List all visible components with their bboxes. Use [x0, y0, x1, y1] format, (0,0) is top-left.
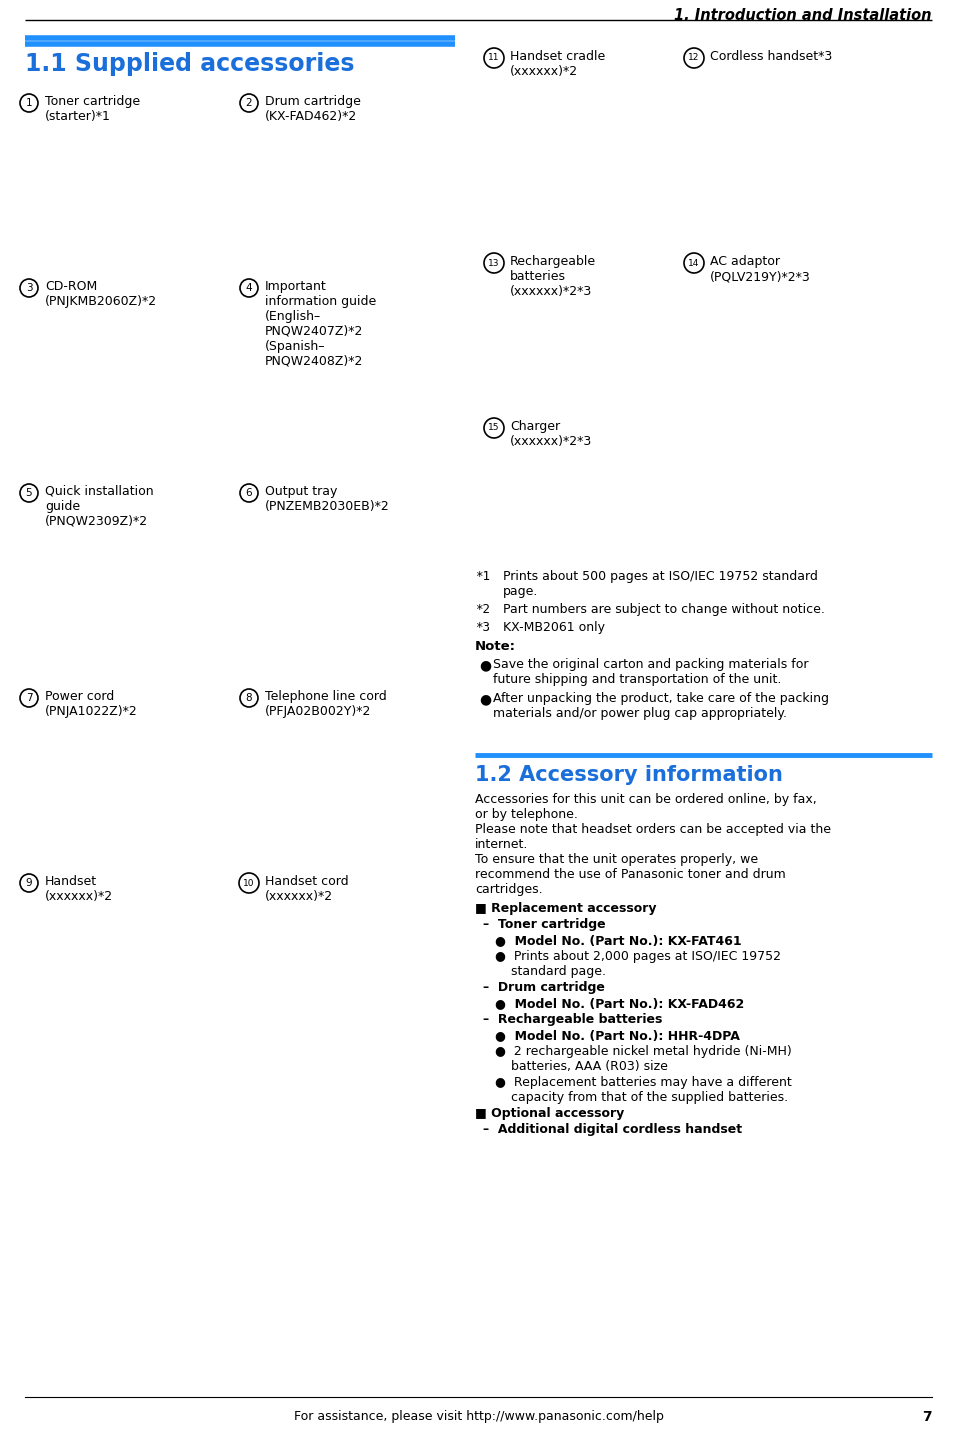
Text: CD-ROM
(PNJKMB2060Z)*2: CD-ROM (PNJKMB2060Z)*2	[45, 280, 157, 309]
Text: For assistance, please visit http://www.panasonic.com/help: For assistance, please visit http://www.…	[294, 1410, 663, 1423]
Text: batteries, AAA (R03) size: batteries, AAA (R03) size	[495, 1060, 668, 1073]
Text: –  Toner cartridge: – Toner cartridge	[483, 919, 606, 932]
Text: –  Additional digital cordless handset: – Additional digital cordless handset	[483, 1123, 742, 1136]
Text: ■ Replacement accessory: ■ Replacement accessory	[475, 903, 657, 916]
Text: 7: 7	[26, 694, 33, 704]
Text: Note:: Note:	[475, 640, 516, 653]
Text: ●  Model No. (Part No.): HHR-4DPA: ● Model No. (Part No.): HHR-4DPA	[495, 1030, 740, 1043]
Text: ●  Model No. (Part No.): KX-FAD462: ● Model No. (Part No.): KX-FAD462	[495, 996, 745, 1009]
Text: Handset cradle
(xxxxxx)*2: Handset cradle (xxxxxx)*2	[510, 50, 605, 78]
Text: Rechargeable
batteries
(xxxxxx)*2*3: Rechargeable batteries (xxxxxx)*2*3	[510, 255, 596, 298]
Text: Toner cartridge
(starter)*1: Toner cartridge (starter)*1	[45, 95, 140, 123]
Text: ●: ●	[479, 692, 491, 707]
Text: Telephone line cord
(PFJA02B002Y)*2: Telephone line cord (PFJA02B002Y)*2	[265, 691, 387, 718]
Text: –  Rechargeable batteries: – Rechargeable batteries	[483, 1012, 662, 1027]
Text: Charger
(xxxxxx)*2*3: Charger (xxxxxx)*2*3	[510, 420, 592, 448]
Text: 1: 1	[26, 98, 33, 108]
Text: 1.2 Accessory information: 1.2 Accessory information	[475, 766, 783, 784]
Text: Part numbers are subject to change without notice.: Part numbers are subject to change witho…	[503, 603, 825, 616]
Text: 12: 12	[688, 53, 700, 62]
Text: –  Drum cartridge: – Drum cartridge	[483, 981, 605, 994]
Text: 4: 4	[246, 283, 253, 293]
Text: Prints about 500 pages at ISO/IEC 19752 standard
page.: Prints about 500 pages at ISO/IEC 19752 …	[503, 570, 818, 598]
Text: AC adaptor
(PQLV219Y)*2*3: AC adaptor (PQLV219Y)*2*3	[710, 255, 811, 283]
Text: *3: *3	[475, 622, 490, 634]
Text: 1.1 Supplied accessories: 1.1 Supplied accessories	[25, 52, 354, 76]
Text: Drum cartridge
(KX-FAD462)*2: Drum cartridge (KX-FAD462)*2	[265, 95, 361, 123]
Text: *1: *1	[475, 570, 490, 583]
Text: Handset cord
(xxxxxx)*2: Handset cord (xxxxxx)*2	[265, 875, 348, 903]
Text: 15: 15	[488, 424, 500, 433]
Text: 10: 10	[243, 878, 255, 887]
Text: After unpacking the product, take care of the packing
materials and/or power plu: After unpacking the product, take care o…	[493, 692, 829, 720]
Text: capacity from that of the supplied batteries.: capacity from that of the supplied batte…	[495, 1092, 789, 1105]
Text: internet.: internet.	[475, 838, 528, 851]
Text: 2: 2	[246, 98, 253, 108]
Text: 9: 9	[26, 878, 33, 888]
Text: 11: 11	[488, 53, 500, 62]
Text: 1. Introduction and Installation: 1. Introduction and Installation	[675, 9, 932, 23]
Text: ●  2 rechargeable nickel metal hydride (Ni-MH): ● 2 rechargeable nickel metal hydride (N…	[495, 1045, 791, 1058]
Text: Save the original carton and packing materials for
future shipping and transport: Save the original carton and packing mat…	[493, 658, 809, 686]
Text: Accessories for this unit can be ordered online, by fax,: Accessories for this unit can be ordered…	[475, 793, 816, 806]
Text: ●: ●	[479, 658, 491, 672]
Text: ■ Optional accessory: ■ Optional accessory	[475, 1107, 624, 1120]
Text: ●  Replacement batteries may have a different: ● Replacement batteries may have a diffe…	[495, 1076, 791, 1089]
Text: or by telephone.: or by telephone.	[475, 808, 578, 820]
Text: To ensure that the unit operates properly, we: To ensure that the unit operates properl…	[475, 854, 758, 867]
Text: Handset
(xxxxxx)*2: Handset (xxxxxx)*2	[45, 875, 113, 903]
Text: Output tray
(PNZEMB2030EB)*2: Output tray (PNZEMB2030EB)*2	[265, 485, 389, 513]
Text: Cordless handset*3: Cordless handset*3	[710, 50, 833, 63]
Text: Quick installation
guide
(PNQW2309Z)*2: Quick installation guide (PNQW2309Z)*2	[45, 485, 154, 528]
Text: Please note that headset orders can be accepted via the: Please note that headset orders can be a…	[475, 823, 831, 836]
Text: recommend the use of Panasonic toner and drum: recommend the use of Panasonic toner and…	[475, 868, 786, 881]
Text: 13: 13	[488, 258, 500, 268]
Text: ●  Model No. (Part No.): KX-FAT461: ● Model No. (Part No.): KX-FAT461	[495, 934, 742, 947]
Text: Power cord
(PNJA1022Z)*2: Power cord (PNJA1022Z)*2	[45, 691, 138, 718]
Text: 6: 6	[246, 487, 253, 497]
Text: 8: 8	[246, 694, 253, 704]
Text: KX-MB2061 only: KX-MB2061 only	[503, 622, 605, 634]
Text: Important
information guide
(English–
PNQW2407Z)*2
(Spanish–
PNQW2408Z)*2: Important information guide (English– PN…	[265, 280, 376, 368]
Text: 7: 7	[923, 1410, 932, 1425]
Text: 5: 5	[26, 487, 33, 497]
Text: cartridges.: cartridges.	[475, 883, 543, 895]
Text: ●  Prints about 2,000 pages at ISO/IEC 19752: ● Prints about 2,000 pages at ISO/IEC 19…	[495, 950, 781, 963]
Text: 14: 14	[688, 258, 700, 268]
Text: standard page.: standard page.	[495, 965, 606, 978]
Text: 3: 3	[26, 283, 33, 293]
Text: *2: *2	[475, 603, 490, 616]
